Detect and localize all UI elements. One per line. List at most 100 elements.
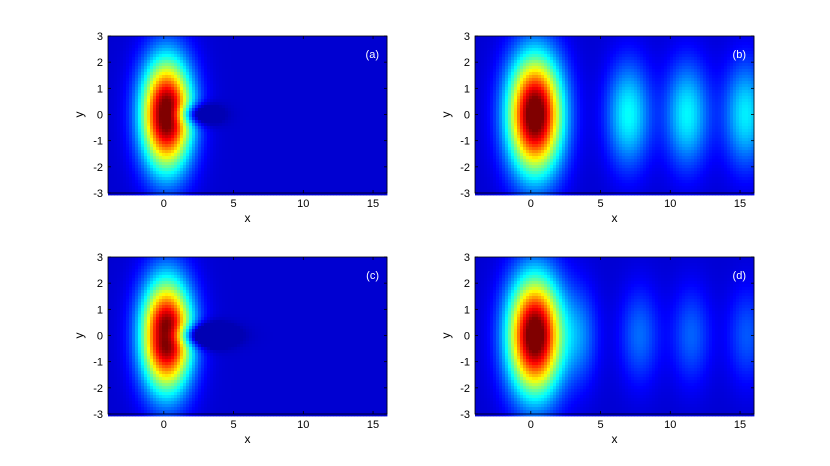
heatmap-cell — [369, 108, 373, 112]
heatmap-cell — [273, 144, 277, 148]
heatmap-cell — [270, 180, 274, 184]
heatmap-cell — [348, 147, 352, 151]
heatmap-cell — [351, 84, 355, 88]
heatmap-cell — [249, 75, 253, 79]
heatmap-cell — [378, 78, 382, 82]
heatmap-cell — [321, 129, 325, 133]
heatmap-cell — [291, 117, 295, 121]
heatmap-cell — [159, 105, 163, 109]
heatmap-cell — [156, 177, 160, 181]
heatmap-cell — [276, 111, 280, 115]
heatmap-cell — [144, 48, 148, 52]
heatmap-cell — [309, 72, 313, 76]
heatmap-cell — [120, 93, 124, 97]
heatmap-cell — [327, 135, 331, 139]
heatmap-cell — [333, 60, 337, 64]
heatmap-cell — [276, 162, 280, 166]
heatmap-cell — [108, 141, 112, 145]
heatmap-cell — [336, 111, 340, 115]
heatmap-cell — [297, 69, 301, 73]
heatmap-cell — [135, 180, 139, 184]
heatmap-cell — [312, 159, 316, 163]
heatmap-cell — [237, 135, 241, 139]
heatmap-cell — [195, 138, 199, 142]
heatmap-cell — [384, 57, 388, 61]
heatmap-cell — [249, 165, 253, 169]
heatmap-cell — [222, 93, 226, 97]
heatmap-cell — [189, 150, 193, 154]
heatmap-cell — [222, 45, 226, 49]
heatmap-cell — [240, 42, 244, 46]
heatmap-cell — [336, 153, 340, 157]
heatmap-cell — [165, 45, 169, 49]
heatmap-cell — [153, 186, 157, 190]
heatmap-cell — [384, 135, 388, 139]
heatmap-cell — [228, 105, 232, 109]
heatmap-cell — [114, 90, 118, 94]
heatmap-cell — [375, 168, 379, 172]
heatmap-cell — [273, 183, 277, 187]
heatmap-cell — [279, 63, 283, 67]
heatmap-cell — [285, 183, 289, 187]
heatmap-cell — [267, 183, 271, 187]
heatmap-cell — [186, 75, 190, 79]
heatmap-cell — [186, 117, 190, 121]
heatmap-cell — [381, 63, 385, 67]
heatmap-cell — [141, 57, 145, 61]
heatmap-cell — [369, 48, 373, 52]
heatmap-cell — [246, 132, 250, 136]
heatmap-cell — [177, 60, 181, 64]
heatmap-cell — [366, 90, 370, 94]
heatmap-cell — [318, 57, 322, 61]
heatmap-cell — [339, 69, 343, 73]
heatmap-cell — [210, 177, 214, 181]
heatmap-cell — [273, 72, 277, 76]
heatmap-cell — [120, 144, 124, 148]
heatmap-cell — [354, 81, 358, 85]
heatmap-cell — [348, 177, 352, 181]
heatmap-cell — [129, 192, 133, 196]
heatmap-cell — [135, 54, 139, 58]
heatmap-cell — [369, 168, 373, 172]
heatmap-cell — [369, 183, 373, 187]
heatmap-cell — [249, 120, 253, 124]
heatmap-cell — [384, 45, 388, 49]
heatmap-cell — [147, 63, 151, 67]
heatmap-cell — [324, 99, 328, 103]
heatmap-cell — [249, 159, 253, 163]
heatmap-cell — [123, 129, 127, 133]
heatmap-cell — [484, 36, 488, 40]
heatmap-cell — [120, 171, 124, 175]
heatmap-cell — [351, 57, 355, 61]
heatmap-cell — [225, 105, 229, 109]
heatmap-cell — [288, 168, 292, 172]
heatmap-cell — [294, 60, 298, 64]
heatmap-cell — [297, 93, 301, 97]
heatmap-cell — [204, 138, 208, 142]
heatmap-cell — [165, 132, 169, 136]
heatmap-cell — [204, 132, 208, 136]
heatmap-cell — [309, 150, 313, 154]
heatmap-cell — [138, 135, 142, 139]
heatmap-cell — [147, 99, 151, 103]
heatmap-cell — [270, 90, 274, 94]
heatmap-cell — [231, 75, 235, 79]
heatmap-cell — [204, 129, 208, 133]
heatmap-cell — [126, 105, 130, 109]
heatmap-cell — [300, 99, 304, 103]
heatmap-cell — [261, 51, 265, 55]
heatmap-cell — [312, 90, 316, 94]
heatmap-cell — [363, 51, 367, 55]
heatmap-cell — [141, 90, 145, 94]
heatmap-cell — [339, 111, 343, 115]
heatmap-cell — [330, 117, 334, 121]
heatmap-cell — [141, 105, 145, 109]
heatmap-cell — [294, 156, 298, 160]
heatmap-cell — [252, 141, 256, 145]
heatmap-cell — [261, 48, 265, 52]
heatmap-cell — [357, 171, 361, 175]
heatmap-cell — [366, 93, 370, 97]
heatmap-cell — [225, 57, 229, 61]
heatmap-cell — [321, 87, 325, 91]
heatmap-cell — [333, 177, 337, 181]
